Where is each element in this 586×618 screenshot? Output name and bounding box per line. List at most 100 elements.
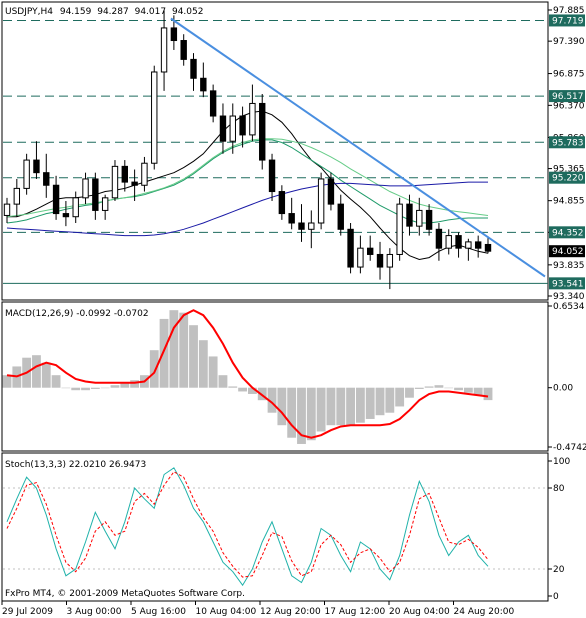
stoch-signal-line bbox=[6, 471, 489, 578]
level-price-label: 96.517 bbox=[552, 92, 584, 102]
stoch-main-line bbox=[6, 467, 489, 587]
macd-histogram-bar bbox=[375, 387, 385, 416]
candle-body bbox=[190, 58, 197, 79]
candle-body bbox=[121, 165, 128, 183]
price-pane[interactable] bbox=[1, 1, 549, 301]
macd-histogram-bar bbox=[208, 356, 218, 388]
candle-body bbox=[484, 243, 492, 252]
level-price-box bbox=[549, 226, 585, 239]
price-tick-label: 94.855 bbox=[553, 197, 585, 207]
price-tick-label: 95.365 bbox=[553, 165, 585, 175]
price-tick-label: 97.390 bbox=[553, 37, 585, 47]
price-header: USDJPY,H4 94.159 94.287 94.017 94.052 bbox=[5, 7, 203, 17]
macd-histogram-bar bbox=[277, 387, 287, 426]
candle-body bbox=[219, 115, 227, 142]
candle-body bbox=[386, 253, 394, 268]
candle-body bbox=[200, 77, 207, 92]
stoch-pane[interactable] bbox=[1, 452, 549, 602]
candle-body bbox=[170, 27, 178, 42]
candle-body bbox=[396, 203, 403, 255]
macd-histogram-bar bbox=[41, 362, 51, 388]
macd-histogram-bar bbox=[90, 387, 100, 389]
price-tick-label: 97.885 bbox=[553, 6, 585, 16]
macd-histogram-bar bbox=[405, 387, 414, 398]
candle-body bbox=[416, 209, 423, 227]
candle-body bbox=[259, 102, 266, 161]
candle-body bbox=[357, 247, 364, 268]
macd-histogram-bar bbox=[473, 387, 483, 396]
candle-body bbox=[278, 191, 286, 215]
level-price-box bbox=[549, 171, 585, 184]
candle-body bbox=[160, 27, 168, 73]
candle-body bbox=[92, 178, 99, 211]
candle-body bbox=[151, 71, 158, 164]
candle-body bbox=[23, 159, 30, 189]
macd-histogram-bar bbox=[61, 387, 71, 389]
stoch-tick-label: 80 bbox=[553, 484, 565, 494]
candle-body bbox=[13, 187, 21, 205]
time-tick-label: 29 Jul 2009 bbox=[2, 607, 53, 617]
macd-histogram-bar bbox=[189, 325, 198, 388]
candle-body bbox=[455, 235, 462, 249]
macd-histogram-bar bbox=[51, 375, 61, 388]
candle-body bbox=[111, 165, 119, 199]
candle-body bbox=[43, 172, 50, 186]
macd-histogram-bar bbox=[247, 387, 257, 394]
trendline bbox=[170, 17, 546, 278]
level-price-box bbox=[549, 277, 585, 290]
current-price-label: 94.052 bbox=[552, 247, 584, 257]
level-price-box bbox=[549, 14, 585, 27]
candle-body bbox=[52, 184, 60, 215]
macd-histogram-bar bbox=[120, 382, 130, 388]
macd-histogram-bar bbox=[355, 387, 365, 423]
candle-body bbox=[308, 222, 315, 230]
ma-slow-line bbox=[6, 138, 489, 218]
macd-histogram-bar bbox=[326, 387, 336, 426]
candle-body bbox=[101, 197, 109, 211]
time-tick-label: 10 Aug 04:00 bbox=[196, 607, 257, 617]
macd-histogram-bar bbox=[336, 387, 346, 426]
stoch-tick-label: 0 bbox=[553, 592, 559, 602]
time-tick-label: 20 Aug 04:00 bbox=[389, 607, 450, 617]
candle-body bbox=[465, 241, 472, 249]
level-price-label: 95.783 bbox=[552, 138, 584, 148]
candle-body bbox=[229, 115, 236, 142]
macd-histogram-bar bbox=[287, 387, 297, 438]
macd-histogram-bar bbox=[267, 387, 277, 413]
macd-tick-label: 0.00 bbox=[553, 384, 573, 394]
candle-body bbox=[406, 203, 413, 227]
macd-tick-label: 0.6534 bbox=[553, 302, 585, 312]
macd-histogram-bar bbox=[110, 385, 120, 388]
macd-histogram-bar bbox=[454, 387, 463, 391]
macd-histogram-bar bbox=[297, 387, 306, 444]
watermark: FxPro MT4, © 2001-2009 MetaQuotes Softwa… bbox=[5, 589, 245, 599]
macd-histogram-bar bbox=[169, 310, 179, 388]
candle-body bbox=[347, 228, 354, 268]
candle-body bbox=[249, 102, 256, 136]
macd-histogram-bar bbox=[483, 387, 493, 401]
candle-body bbox=[141, 162, 148, 186]
macd-title: MACD(12,26,9) -0.0992 -0.0702 bbox=[5, 309, 149, 319]
candle-body bbox=[268, 159, 276, 193]
candle-body bbox=[327, 178, 335, 205]
candle-body bbox=[3, 203, 11, 216]
price-tick-label: 93.340 bbox=[553, 292, 585, 302]
macd-histogram-bar bbox=[257, 387, 267, 401]
macd-histogram-bar bbox=[218, 375, 228, 388]
candle-body bbox=[298, 222, 305, 230]
candle-body bbox=[239, 115, 246, 136]
macd-histogram-bar bbox=[198, 340, 208, 388]
macd-histogram-bar bbox=[100, 387, 110, 389]
price-axis: 97.88597.39096.87596.37095.86095.36594.8… bbox=[548, 6, 585, 302]
macd-histogram-bar bbox=[346, 387, 355, 426]
macd-histogram-bar bbox=[444, 387, 454, 389]
candle-body bbox=[131, 181, 138, 186]
macd-histogram-bar bbox=[434, 385, 444, 388]
price-tick-label: 93.835 bbox=[553, 261, 585, 271]
macd-pane[interactable] bbox=[1, 301, 549, 452]
candle-body bbox=[445, 235, 452, 249]
macd-layer: 0.6534 0.00 -0.4742 bbox=[2, 302, 586, 453]
trendline-layer[interactable] bbox=[170, 17, 546, 278]
macd-histogram-bar bbox=[149, 350, 159, 388]
